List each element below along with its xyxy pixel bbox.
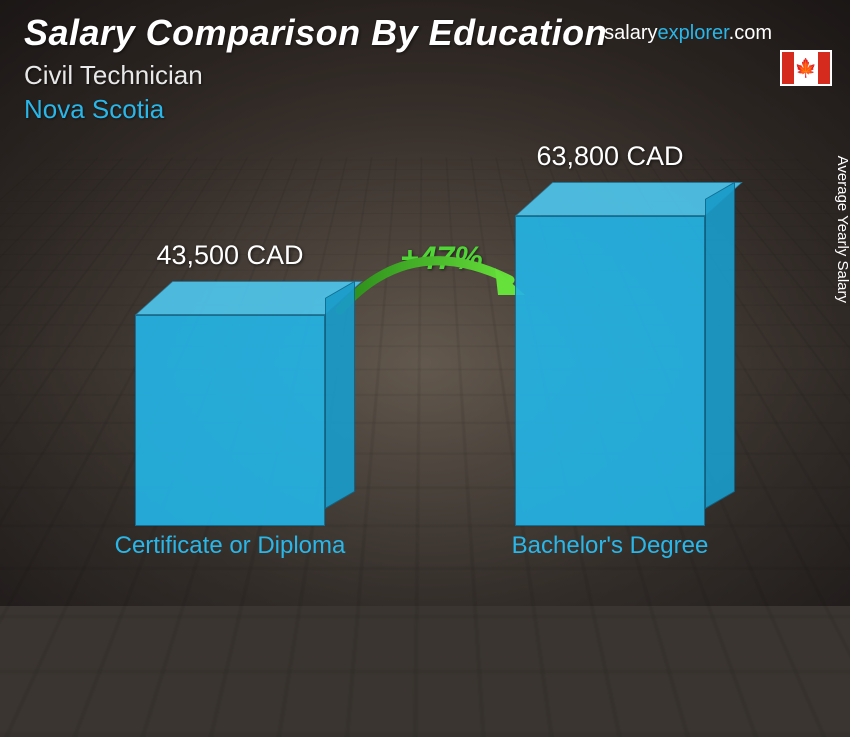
bar-certificate: 43,500 CAD Certificate or Diploma (100, 315, 360, 526)
bar-chart: +47% 43,500 CAD Certificate or Diploma 6… (60, 140, 770, 556)
bar-3d-shape (135, 315, 325, 526)
page-title: Salary Comparison By Education (24, 12, 607, 54)
brand-suffix: .com (729, 22, 772, 44)
brand-accent: explorer (658, 22, 729, 44)
bar-value: 63,800 CAD (480, 141, 740, 172)
bar-label: Certificate or Diploma (100, 532, 360, 560)
bar-label: Bachelor's Degree (480, 532, 740, 560)
bar-value: 43,500 CAD (100, 240, 360, 271)
country-flag-icon: 🍁 (780, 50, 832, 86)
region-label: Nova Scotia (24, 94, 164, 125)
content-layer: Salary Comparison By Education Civil Tec… (0, 0, 850, 606)
bar-bachelor: 63,800 CAD Bachelor's Degree (480, 216, 740, 526)
y-axis-label: Average Yearly Salary (834, 156, 850, 303)
job-title: Civil Technician (24, 60, 203, 91)
maple-leaf-icon: 🍁 (795, 59, 817, 77)
bar-3d-shape (515, 216, 705, 526)
brand-prefix: salary (604, 22, 657, 44)
brand-logo: salaryexplorer.com (604, 22, 772, 45)
